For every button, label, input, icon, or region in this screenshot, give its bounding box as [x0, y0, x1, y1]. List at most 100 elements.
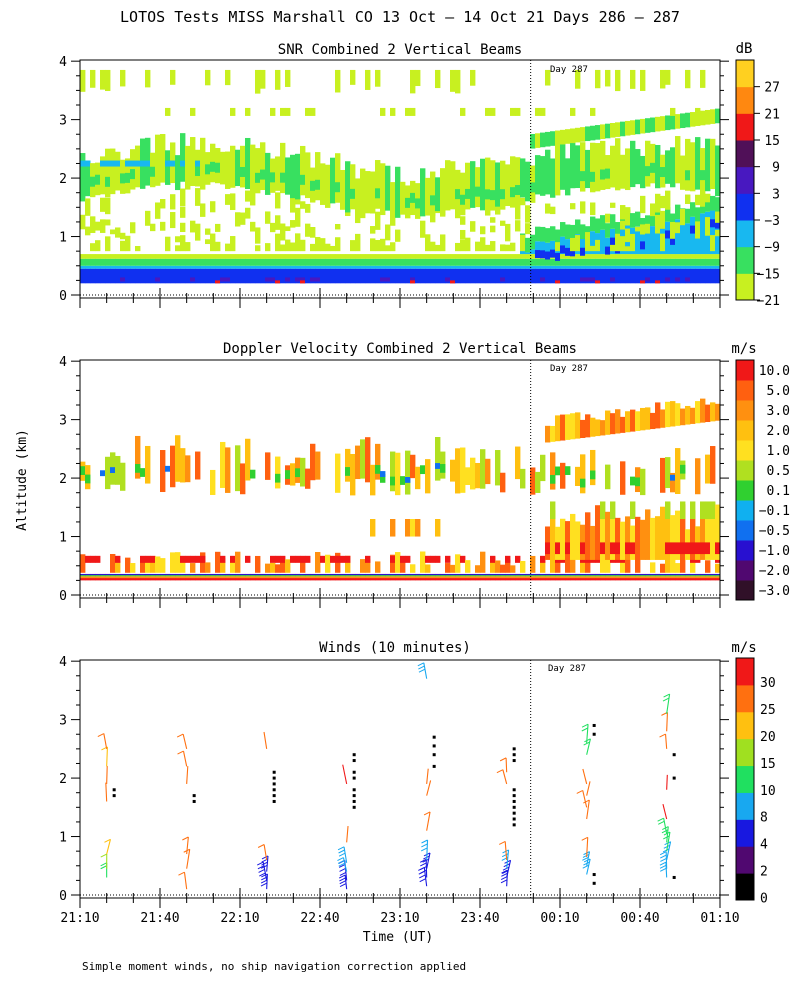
colorbar-label: 8 [760, 811, 768, 826]
snr-cell [245, 265, 251, 269]
velocity-cell [230, 573, 236, 576]
snr-cell [245, 254, 251, 259]
snr-cell [240, 268, 246, 284]
snr-cell [675, 268, 681, 284]
snr-cell [615, 265, 621, 269]
missing-wind-marker [512, 799, 516, 803]
snr-cell [450, 265, 456, 269]
snr-cell [700, 170, 706, 181]
velocity-cell [715, 403, 721, 421]
snr-cell [595, 254, 601, 259]
velocity-cell [455, 554, 461, 573]
snr-cell [635, 226, 641, 255]
snr-cell [300, 145, 306, 196]
velocity-cell [305, 555, 311, 563]
velocity-cell [115, 560, 121, 573]
snr-cell [405, 197, 411, 208]
snr-cell [100, 258, 106, 266]
snr-cell [190, 107, 196, 116]
velocity-cell [445, 563, 451, 573]
snr-cell [100, 197, 106, 212]
missing-wind-marker [352, 753, 356, 757]
velocity-cell [210, 573, 216, 576]
snr-cell [615, 233, 621, 252]
wind-barb [426, 768, 429, 784]
snr-cell [460, 229, 466, 240]
snr-cell [235, 149, 241, 187]
snr-cell [225, 194, 231, 205]
velocity-cell [125, 576, 131, 579]
velocity-cell [510, 575, 516, 577]
snr-cell [460, 239, 466, 252]
missing-wind-marker [272, 799, 276, 803]
snr-cell [665, 115, 671, 131]
velocity-cell [585, 512, 591, 560]
snr-cell [335, 69, 341, 93]
snr-cell [305, 254, 311, 259]
velocity-cell [90, 575, 96, 577]
velocity-cell [105, 456, 111, 490]
snr-cell [240, 212, 246, 225]
velocity-cell [705, 576, 711, 579]
snr-cell [295, 268, 301, 284]
velocity-cell [465, 467, 471, 486]
snr-cell [620, 265, 626, 269]
snr-cell [500, 189, 506, 200]
velocity-cell [315, 551, 321, 573]
snr-cell [485, 265, 491, 269]
snr-cell [515, 268, 521, 284]
velocity-cell [175, 575, 181, 577]
snr-cell [440, 268, 446, 284]
velocity-cell [280, 578, 286, 581]
velocity-cell [580, 419, 586, 438]
velocity-cell [585, 578, 591, 581]
velocity-cell [305, 573, 311, 576]
velocity-cell [570, 413, 576, 440]
snr-cell [485, 157, 491, 210]
snr-cell [200, 268, 206, 284]
velocity-cell [420, 465, 426, 475]
velocity-cell [520, 575, 526, 577]
snr-cell [225, 265, 231, 269]
colorbar-label: −0.5 [759, 524, 790, 539]
snr-cell [165, 107, 171, 116]
snr-cell [265, 152, 271, 195]
colorbar-swatch [736, 440, 754, 461]
snr-cell [575, 265, 581, 269]
velocity-cell [480, 449, 486, 489]
x-axis-label: Time (UT) [363, 930, 433, 945]
velocity-cell [695, 401, 701, 424]
velocity-cell [300, 578, 306, 581]
wind-barb [506, 860, 512, 878]
snr-cell [680, 265, 686, 269]
velocity-cell [95, 578, 101, 581]
snr-cell [555, 229, 561, 245]
x-tick-label: 00:10 [540, 911, 579, 926]
velocity-cell [615, 517, 621, 560]
snr-cell [540, 156, 546, 196]
snr-cell [455, 254, 461, 259]
y-tick-label: 0 [59, 889, 67, 904]
velocity-cell [705, 560, 711, 573]
velocity-cell [145, 576, 151, 579]
velocity-cell [225, 573, 231, 576]
snr-cell [680, 208, 686, 226]
velocity-cell [190, 576, 196, 579]
snr-cell [625, 268, 631, 284]
velocity-cell [215, 573, 221, 576]
velocity-cell [680, 576, 686, 579]
snr-cell [445, 268, 451, 284]
snr-cell [610, 145, 616, 188]
velocity-cell [130, 576, 136, 579]
velocity-cell [535, 575, 541, 577]
snr-cell [105, 265, 111, 269]
snr-cell [110, 265, 116, 269]
snr-cell [620, 121, 626, 137]
velocity-cell [240, 578, 246, 581]
snr-cell [645, 265, 651, 269]
velocity-cell [685, 405, 691, 425]
velocity-cell [385, 576, 391, 579]
wind-barb [502, 769, 508, 785]
snr-cell [155, 258, 161, 266]
snr-cell [225, 69, 231, 86]
